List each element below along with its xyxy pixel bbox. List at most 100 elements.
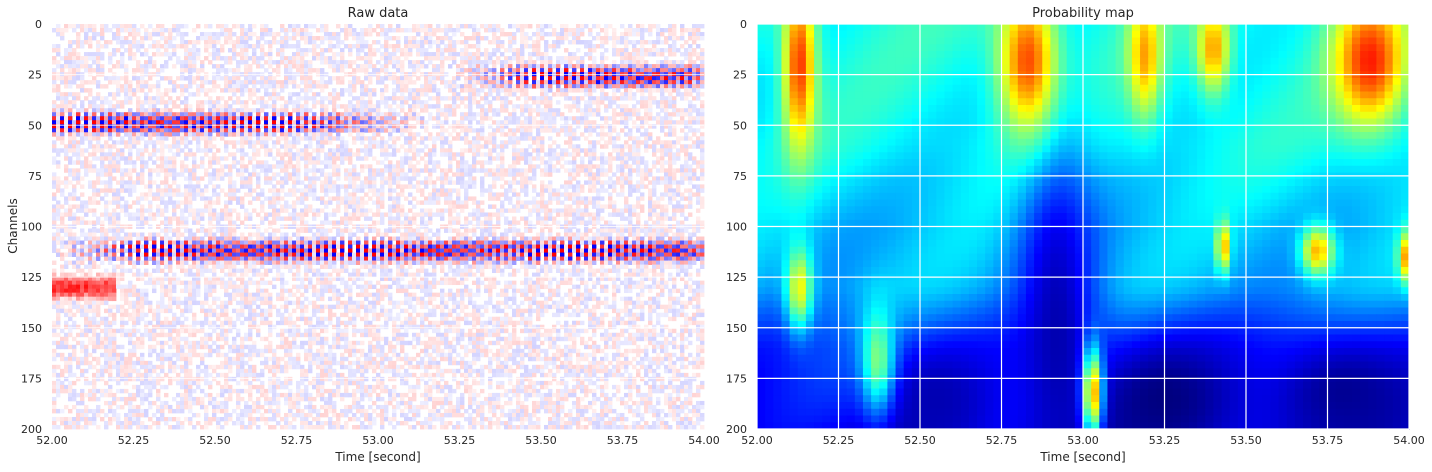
raw-data-cell: [208, 164, 213, 169]
raw-data-cell: [208, 116, 213, 121]
raw-data-cell: [572, 68, 577, 73]
raw-data-cell: [256, 196, 261, 201]
raw-data-cell: [288, 100, 293, 105]
raw-data-cell: [692, 104, 697, 109]
raw-data-cell: [172, 84, 177, 89]
raw-data-cell: [144, 28, 149, 33]
raw-data-cell: [380, 92, 385, 97]
raw-data-cell: [172, 128, 177, 133]
raw-data-cell: [472, 28, 477, 33]
raw-data-cell: [412, 148, 417, 153]
raw-data-cell: [120, 24, 125, 29]
raw-data-cell: [296, 92, 301, 97]
raw-data-cell: [544, 96, 549, 101]
raw-data-cell: [700, 48, 705, 53]
raw-data-cell: [564, 64, 569, 69]
raw-data-cell: [504, 124, 509, 129]
raw-data-cell: [484, 60, 489, 65]
raw-data-cell: [652, 160, 657, 165]
raw-data-cell: [564, 88, 569, 93]
raw-data-cell: [408, 192, 413, 197]
raw-data-cell: [316, 152, 321, 157]
raw-data-cell: [636, 24, 641, 29]
raw-data-cell: [636, 124, 641, 129]
raw-data-cell: [308, 80, 313, 85]
raw-data-cell: [276, 120, 281, 125]
raw-data-cell: [244, 140, 249, 145]
raw-data-cell: [460, 156, 465, 161]
raw-data-cell: [640, 124, 645, 129]
raw-data-cell: [364, 64, 369, 69]
raw-data-cell: [304, 68, 309, 73]
raw-data-cell: [56, 160, 61, 165]
raw-data-cell: [420, 64, 425, 69]
raw-data-cell: [452, 48, 457, 53]
raw-data-cell: [248, 28, 253, 33]
raw-data-cell: [688, 52, 693, 57]
raw-data-cell: [620, 184, 625, 189]
raw-data-cell: [516, 136, 521, 141]
raw-data-cell: [428, 168, 433, 173]
raw-data-cell: [212, 168, 217, 173]
raw-data-cell: [264, 92, 269, 97]
raw-data-cell: [400, 172, 405, 177]
raw-data-cell: [60, 188, 65, 193]
raw-data-cell: [192, 196, 197, 201]
raw-data-cell: [352, 116, 357, 121]
raw-data-cell: [660, 80, 665, 85]
raw-data-cell: [112, 140, 117, 145]
raw-data-cell: [68, 148, 73, 153]
raw-data-cell: [484, 48, 489, 53]
raw-data-cell: [108, 148, 113, 153]
raw-data-cell: [248, 120, 253, 125]
raw-data-cell: [688, 112, 693, 117]
raw-data-cell: [624, 36, 629, 41]
raw-data-cell: [320, 36, 325, 41]
raw-data-cell: [204, 80, 209, 85]
raw-data-cell: [508, 84, 513, 89]
raw-data-cell: [428, 192, 433, 197]
raw-data-cell: [240, 108, 245, 113]
raw-data-cell: [196, 188, 201, 193]
raw-data-cell: [520, 40, 525, 45]
raw-data-cell: [660, 176, 665, 181]
raw-data-cell: [152, 40, 157, 45]
raw-data-cell: [548, 44, 553, 49]
raw-data-cell: [464, 192, 469, 197]
raw-data-cell: [72, 60, 77, 65]
raw-data-cell: [308, 176, 313, 181]
raw-data-cell: [104, 188, 109, 193]
raw-data-cell: [608, 84, 613, 89]
raw-data-cell: [524, 68, 529, 73]
raw-data-cell: [220, 168, 225, 173]
raw-data-cell: [424, 28, 429, 33]
raw-data-cell: [548, 24, 553, 29]
raw-data-cell: [480, 60, 485, 65]
raw-data-cell: [300, 148, 305, 153]
raw-data-cell: [72, 104, 77, 109]
raw-data-cell: [692, 60, 697, 65]
raw-data-cell: [500, 100, 505, 105]
raw-data-cell: [532, 184, 537, 189]
raw-data-cell: [672, 104, 677, 109]
raw-data-cell: [172, 44, 177, 49]
raw-data-cell: [256, 128, 261, 133]
raw-data-cell: [136, 128, 141, 133]
raw-data-cell: [204, 32, 209, 37]
raw-data-cell: [428, 40, 433, 45]
raw-data-cell: [568, 56, 573, 61]
raw-data-cell: [484, 56, 489, 61]
raw-data-cell: [496, 128, 501, 133]
raw-data-cell: [476, 144, 481, 149]
raw-data-cell: [600, 124, 605, 129]
raw-data-cell: [276, 164, 281, 169]
raw-data-cell: [584, 88, 589, 93]
raw-data-cell: [556, 108, 561, 113]
raw-data-cell: [224, 132, 229, 137]
raw-data-cell: [660, 108, 665, 113]
raw-data-cell: [692, 140, 697, 145]
raw-data-cell: [620, 112, 625, 117]
raw-data-cell: [648, 112, 653, 117]
raw-data-cell: [648, 172, 653, 177]
raw-data-cell: [224, 80, 229, 85]
